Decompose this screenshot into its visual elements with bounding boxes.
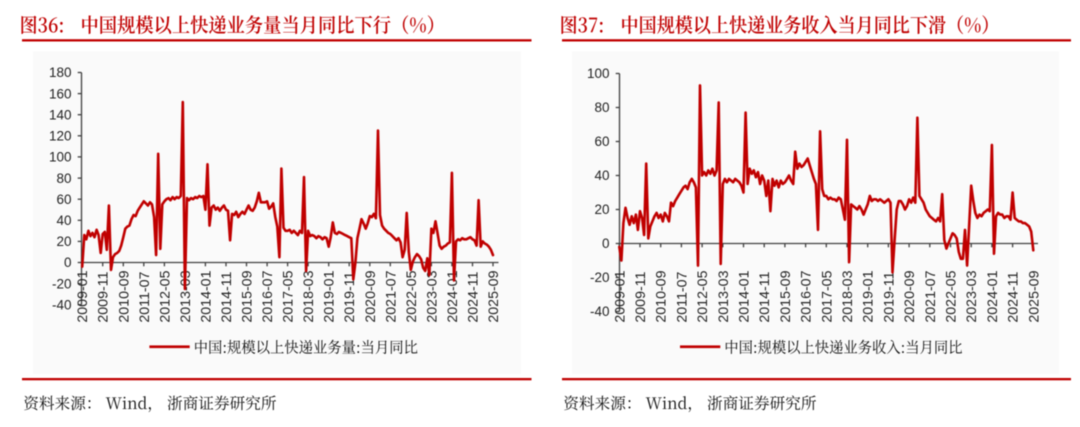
svg-text:2020-09: 2020-09 [902, 270, 918, 322]
svg-text:2024-01: 2024-01 [985, 270, 1001, 322]
svg-text:2014-01: 2014-01 [737, 270, 753, 322]
svg-text:2021-07: 2021-07 [923, 270, 939, 322]
svg-text:2014-11: 2014-11 [757, 271, 773, 322]
svg-text:2020-09: 2020-09 [363, 270, 379, 322]
svg-text:2022-05: 2022-05 [404, 270, 420, 322]
svg-text:2016-07: 2016-07 [799, 270, 815, 322]
svg-text:2009-01: 2009-01 [612, 270, 628, 322]
svg-text:2015-09: 2015-09 [778, 270, 794, 322]
svg-text:60: 60 [594, 134, 609, 149]
svg-text:2010-09: 2010-09 [654, 270, 670, 322]
svg-text:2016-07: 2016-07 [260, 270, 276, 322]
svg-text:2024-01: 2024-01 [445, 270, 461, 322]
svg-text:-20: -20 [590, 270, 610, 285]
svg-text:-40: -40 [590, 304, 610, 319]
svg-text:2014-11: 2014-11 [219, 271, 235, 322]
svg-text:0: 0 [64, 255, 72, 270]
svg-text:80: 80 [56, 171, 71, 186]
svg-text:2018-03: 2018-03 [301, 270, 317, 322]
svg-text:2023-03: 2023-03 [424, 270, 440, 322]
svg-text:0: 0 [602, 236, 610, 251]
svg-text:2017-05: 2017-05 [281, 270, 297, 322]
svg-text:20: 20 [594, 202, 609, 217]
svg-text:2010-09: 2010-09 [116, 270, 132, 322]
svg-text:80: 80 [594, 100, 609, 115]
svg-text:140: 140 [49, 107, 72, 122]
svg-text:2013-03: 2013-03 [178, 270, 194, 322]
svg-text:2023-03: 2023-03 [964, 270, 980, 322]
svg-text:2022-05: 2022-05 [944, 270, 960, 322]
svg-text:40: 40 [594, 168, 609, 183]
svg-text:2011-07: 2011-07 [137, 271, 153, 322]
svg-text:-40: -40 [52, 297, 72, 312]
svg-text:2009-01: 2009-01 [75, 270, 91, 322]
svg-text:2014-01: 2014-01 [198, 270, 214, 322]
svg-text:2009-11: 2009-11 [96, 271, 112, 322]
svg-text:2015-09: 2015-09 [240, 270, 256, 322]
svg-text:2019-01: 2019-01 [322, 270, 338, 322]
svg-text:2024-11: 2024-11 [466, 271, 482, 322]
svg-text:2019-11: 2019-11 [881, 271, 897, 322]
svg-text:2025-09: 2025-09 [486, 270, 502, 322]
svg-text:2018-03: 2018-03 [840, 270, 856, 322]
svg-text:2019-11: 2019-11 [342, 271, 358, 322]
svg-text:2011-07: 2011-07 [674, 271, 690, 322]
svg-text:160: 160 [49, 86, 72, 101]
svg-text:2017-05: 2017-05 [819, 270, 835, 322]
svg-text:40: 40 [56, 213, 71, 228]
svg-text:120: 120 [49, 129, 72, 144]
svg-text:2024-11: 2024-11 [1006, 271, 1022, 322]
svg-text:2013-03: 2013-03 [716, 270, 732, 322]
svg-text:2009-11: 2009-11 [633, 271, 649, 322]
svg-text:180: 180 [49, 65, 72, 80]
svg-text:20: 20 [56, 234, 71, 249]
svg-text:100: 100 [49, 150, 72, 165]
svg-text:60: 60 [56, 192, 71, 207]
svg-text:2021-07: 2021-07 [383, 270, 399, 322]
svg-text:2019-01: 2019-01 [861, 270, 877, 322]
svg-text:2012-05: 2012-05 [157, 270, 173, 322]
svg-text:100: 100 [587, 66, 610, 81]
svg-text:2025-09: 2025-09 [1026, 270, 1042, 322]
svg-text:-20: -20 [52, 276, 72, 291]
svg-text:2012-05: 2012-05 [695, 270, 711, 322]
